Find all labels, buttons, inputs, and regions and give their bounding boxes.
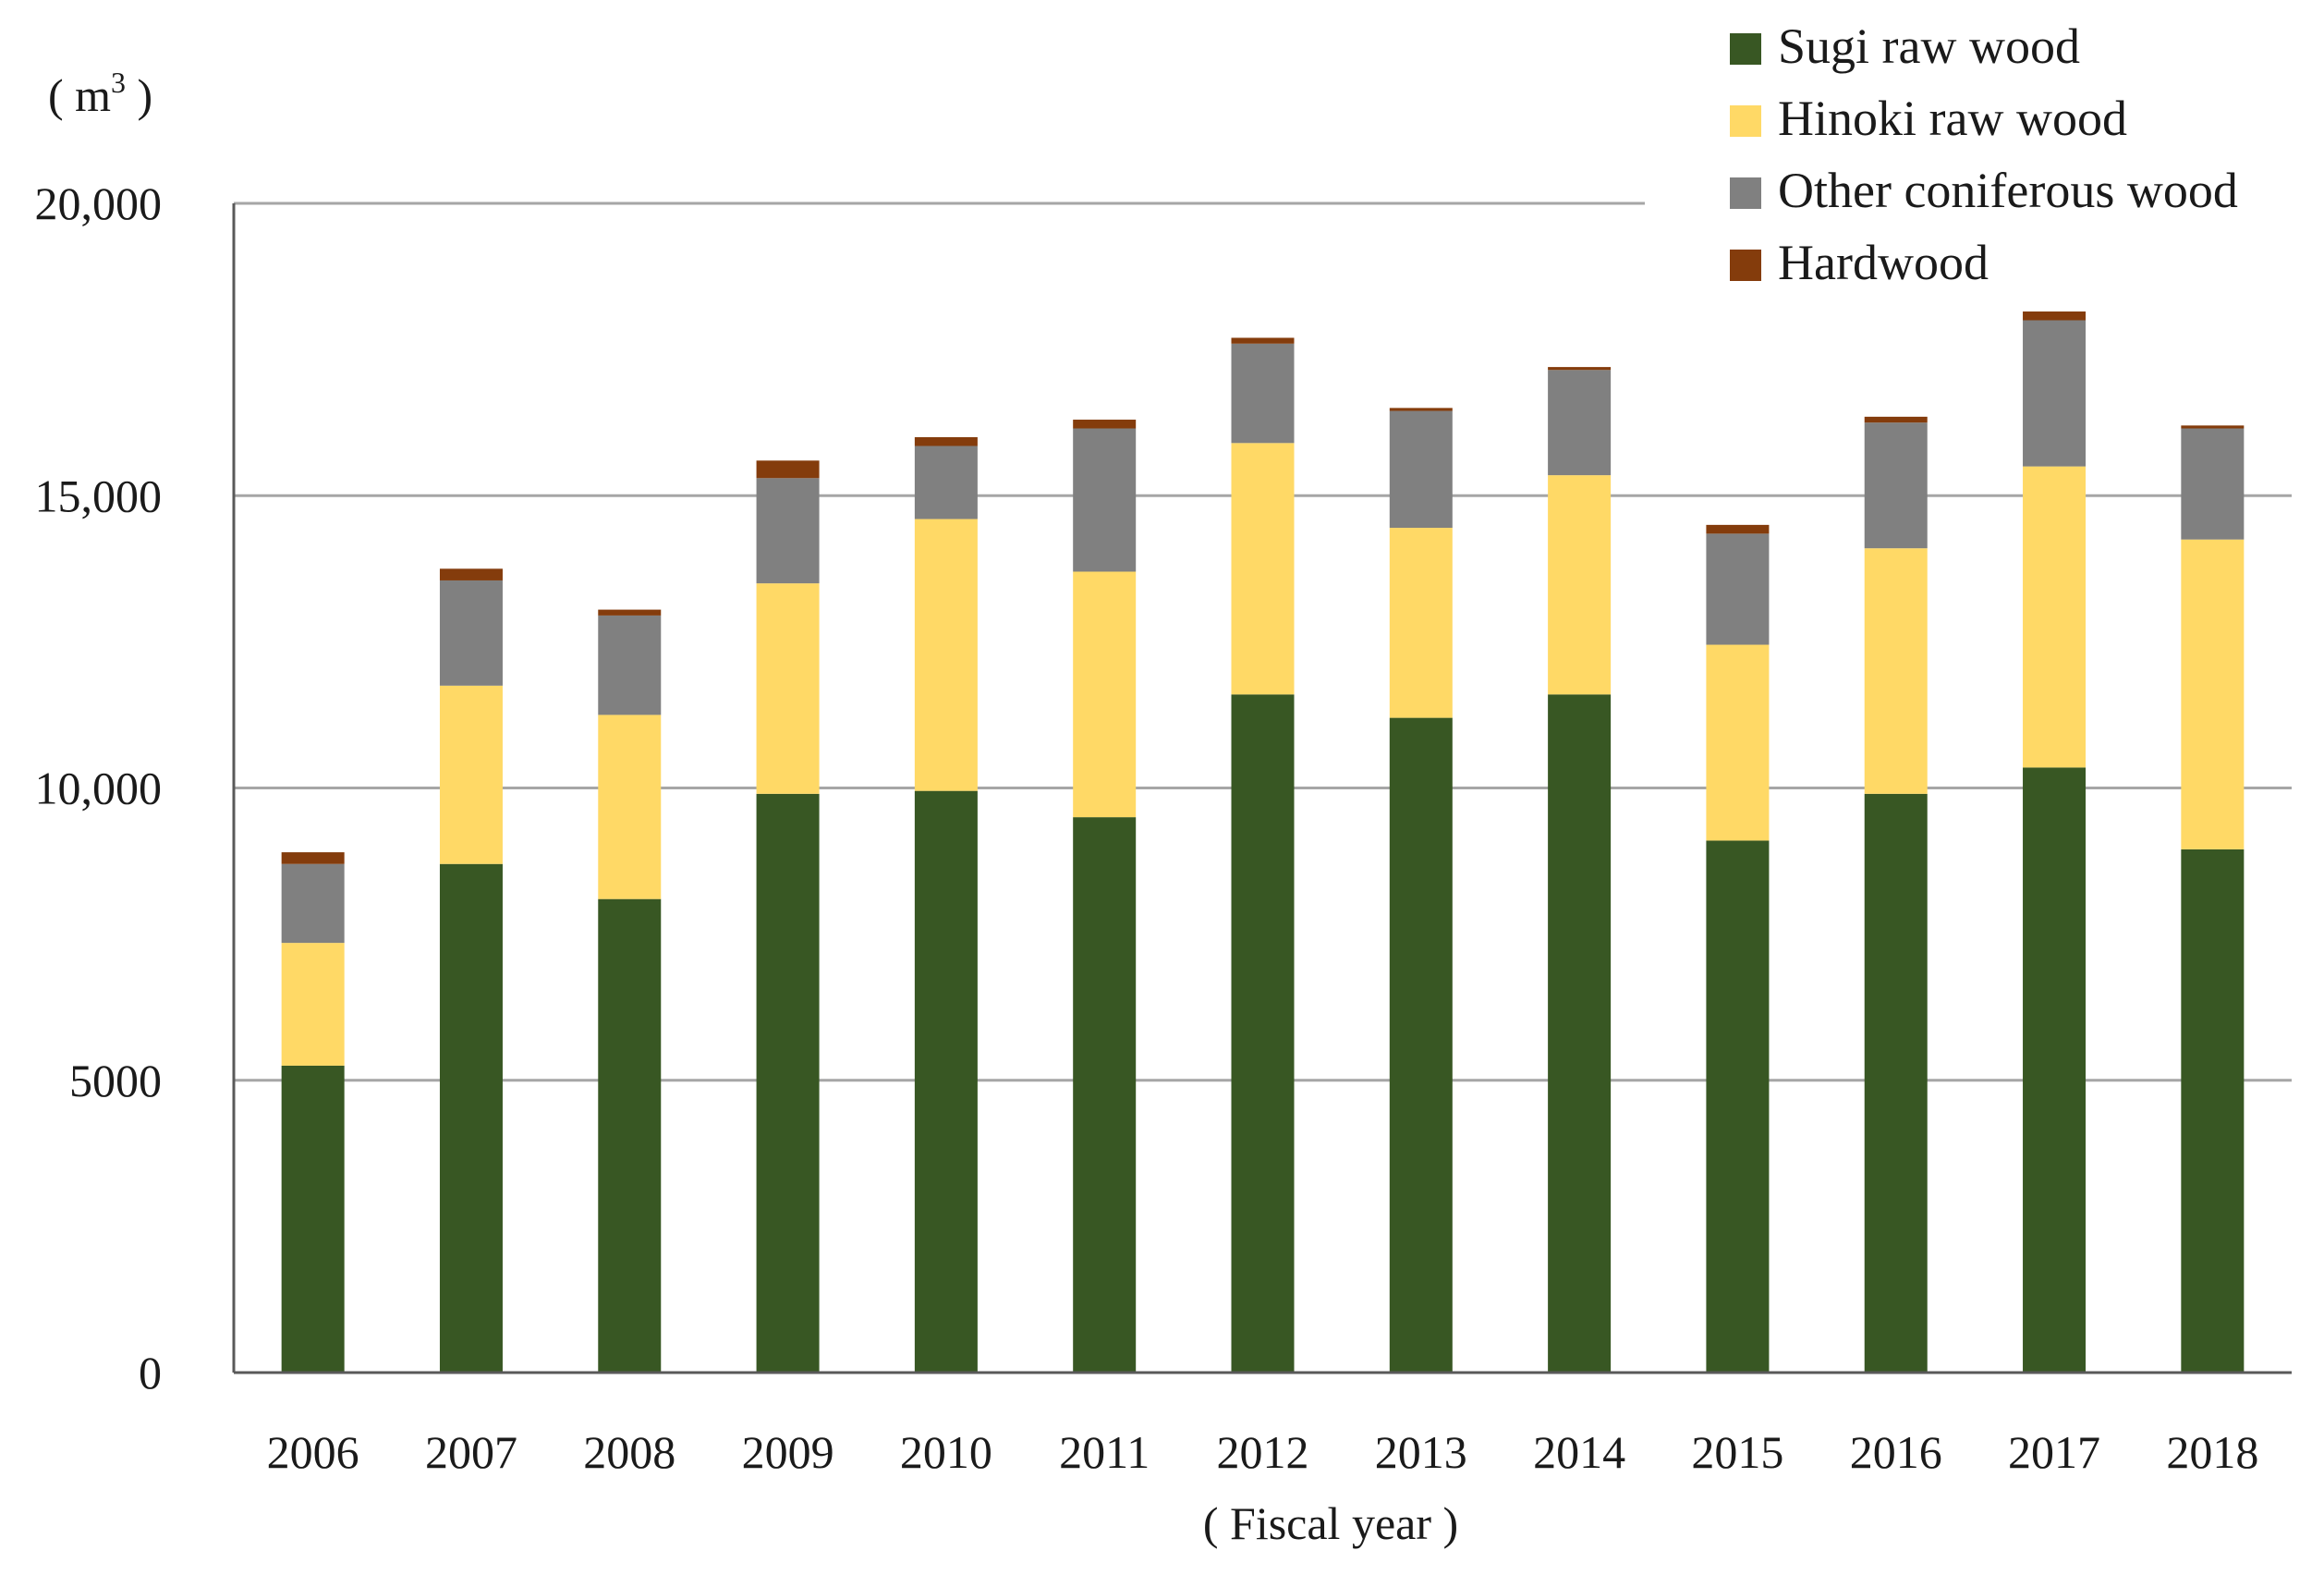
- y-axis-unit-label: ( m3 ): [48, 66, 152, 121]
- y-tick-label: 10,000: [35, 763, 163, 814]
- bar-segment-hardwood: [2023, 311, 2087, 321]
- bar-segment-sugi-raw-wood: [2181, 849, 2245, 1373]
- bar-segment-hardwood: [1389, 408, 1453, 411]
- legend: Sugi raw wood Hinoki raw wood Other conife…: [1730, 18, 2238, 290]
- bar-segment-sugi-raw-wood: [281, 1065, 345, 1373]
- bar-segment-hardwood: [439, 568, 503, 580]
- bar-segment-hinoki-raw-wood: [1231, 443, 1295, 695]
- bar-segment-sugi-raw-wood: [1706, 840, 1770, 1373]
- x-tick-label: 2018: [2166, 1426, 2258, 1478]
- x-tick-label: 2011: [1059, 1426, 1150, 1478]
- bar-segment-sugi-raw-wood: [598, 898, 662, 1373]
- bar-segment-sugi-raw-wood: [1389, 717, 1453, 1373]
- y-axis-ticks: 0 5000 10,000 15,000 20,000: [35, 177, 163, 1398]
- x-tick-label: 2017: [2008, 1426, 2100, 1478]
- bar-segment-hardwood: [1231, 337, 1295, 344]
- bar-segment-sugi-raw-wood: [439, 863, 503, 1373]
- x-tick-label: 2012: [1217, 1426, 1309, 1478]
- bar-segment-hardwood: [1073, 420, 1137, 429]
- x-tick-label: 2007: [425, 1426, 517, 1478]
- bar-segment-hardwood: [1864, 416, 1928, 423]
- bar-segment-hinoki-raw-wood: [914, 519, 978, 791]
- y-tick-label: 20,000: [35, 177, 163, 229]
- bar-segment-other-coniferous-wood: [1231, 343, 1295, 444]
- bar-segment-hinoki-raw-wood: [281, 943, 345, 1066]
- bar-segment-hardwood: [756, 460, 820, 479]
- legend-swatch: [1730, 105, 1761, 137]
- x-tick-label: 2008: [583, 1426, 675, 1478]
- bars: [281, 311, 2245, 1373]
- bar-segment-other-coniferous-wood: [914, 446, 978, 519]
- x-tick-label: 2010: [900, 1426, 992, 1478]
- bar-segment-other-coniferous-wood: [598, 615, 662, 715]
- bar-segment-hardwood: [281, 852, 345, 864]
- bar-segment-hinoki-raw-wood: [756, 583, 820, 794]
- bar-segment-hinoki-raw-wood: [1073, 571, 1137, 818]
- x-tick-label: 2016: [1850, 1426, 1942, 1478]
- bar-segment-sugi-raw-wood: [914, 790, 978, 1373]
- bar-segment-hardwood: [914, 437, 978, 446]
- bar-segment-sugi-raw-wood: [2023, 767, 2087, 1373]
- legend-swatch: [1730, 250, 1761, 281]
- bar-segment-hardwood: [1548, 367, 1612, 371]
- bar-segment-hardwood: [1706, 524, 1770, 534]
- bar-segment-sugi-raw-wood: [1864, 793, 1928, 1373]
- bar-segment-other-coniferous-wood: [2023, 320, 2087, 467]
- bar-segment-other-coniferous-wood: [1389, 410, 1453, 529]
- bar-segment-hinoki-raw-wood: [1706, 644, 1770, 841]
- y-tick-label: 15,000: [35, 470, 163, 521]
- x-tick-label: 2009: [742, 1426, 834, 1478]
- bar-segment-other-coniferous-wood: [439, 580, 503, 686]
- legend-label: Other coniferous wood: [1778, 163, 2238, 218]
- bar-segment-hinoki-raw-wood: [598, 714, 662, 899]
- y-tick-label: 5000: [69, 1055, 162, 1106]
- x-tick-label: 2015: [1691, 1426, 1783, 1478]
- x-tick-label: 2014: [1533, 1426, 1625, 1478]
- bar-segment-hinoki-raw-wood: [439, 685, 503, 864]
- bar-segment-hinoki-raw-wood: [1548, 475, 1612, 695]
- bar-segment-other-coniferous-wood: [1073, 428, 1137, 572]
- bar-segment-sugi-raw-wood: [1231, 694, 1295, 1373]
- bar-segment-hinoki-raw-wood: [2023, 466, 2087, 768]
- bar-segment-sugi-raw-wood: [1548, 694, 1612, 1373]
- x-tick-label: 2006: [267, 1426, 359, 1478]
- bar-segment-other-coniferous-wood: [1548, 370, 1612, 476]
- bar-segment-hinoki-raw-wood: [1864, 548, 1928, 794]
- x-axis-title: ( Fiscal year ): [1203, 1497, 1458, 1549]
- bar-segment-sugi-raw-wood: [756, 793, 820, 1373]
- bar-segment-hardwood: [2181, 425, 2245, 429]
- x-tick-label: 2013: [1375, 1426, 1467, 1478]
- bar-segment-other-coniferous-wood: [1706, 533, 1770, 645]
- bar-segment-hinoki-raw-wood: [2181, 539, 2245, 849]
- legend-label: Hinoki raw wood: [1778, 91, 2127, 146]
- legend-swatch: [1730, 177, 1761, 209]
- bar-segment-sugi-raw-wood: [1073, 817, 1137, 1373]
- legend-label: Sugi raw wood: [1778, 18, 2080, 74]
- bar-segment-other-coniferous-wood: [2181, 428, 2245, 540]
- legend-label: Hardwood: [1778, 235, 1989, 290]
- legend-swatch: [1730, 33, 1761, 65]
- bar-segment-other-coniferous-wood: [1864, 422, 1928, 549]
- bar-segment-hardwood: [598, 609, 662, 616]
- bar-segment-other-coniferous-wood: [281, 863, 345, 944]
- x-axis-ticks: 2006 2007 2008 2009 2010 2011 2012 2013 2014 2015…: [267, 1426, 2259, 1478]
- bar-segment-other-coniferous-wood: [756, 478, 820, 584]
- bar-segment-hinoki-raw-wood: [1389, 528, 1453, 718]
- y-tick-label: 0: [139, 1347, 162, 1398]
